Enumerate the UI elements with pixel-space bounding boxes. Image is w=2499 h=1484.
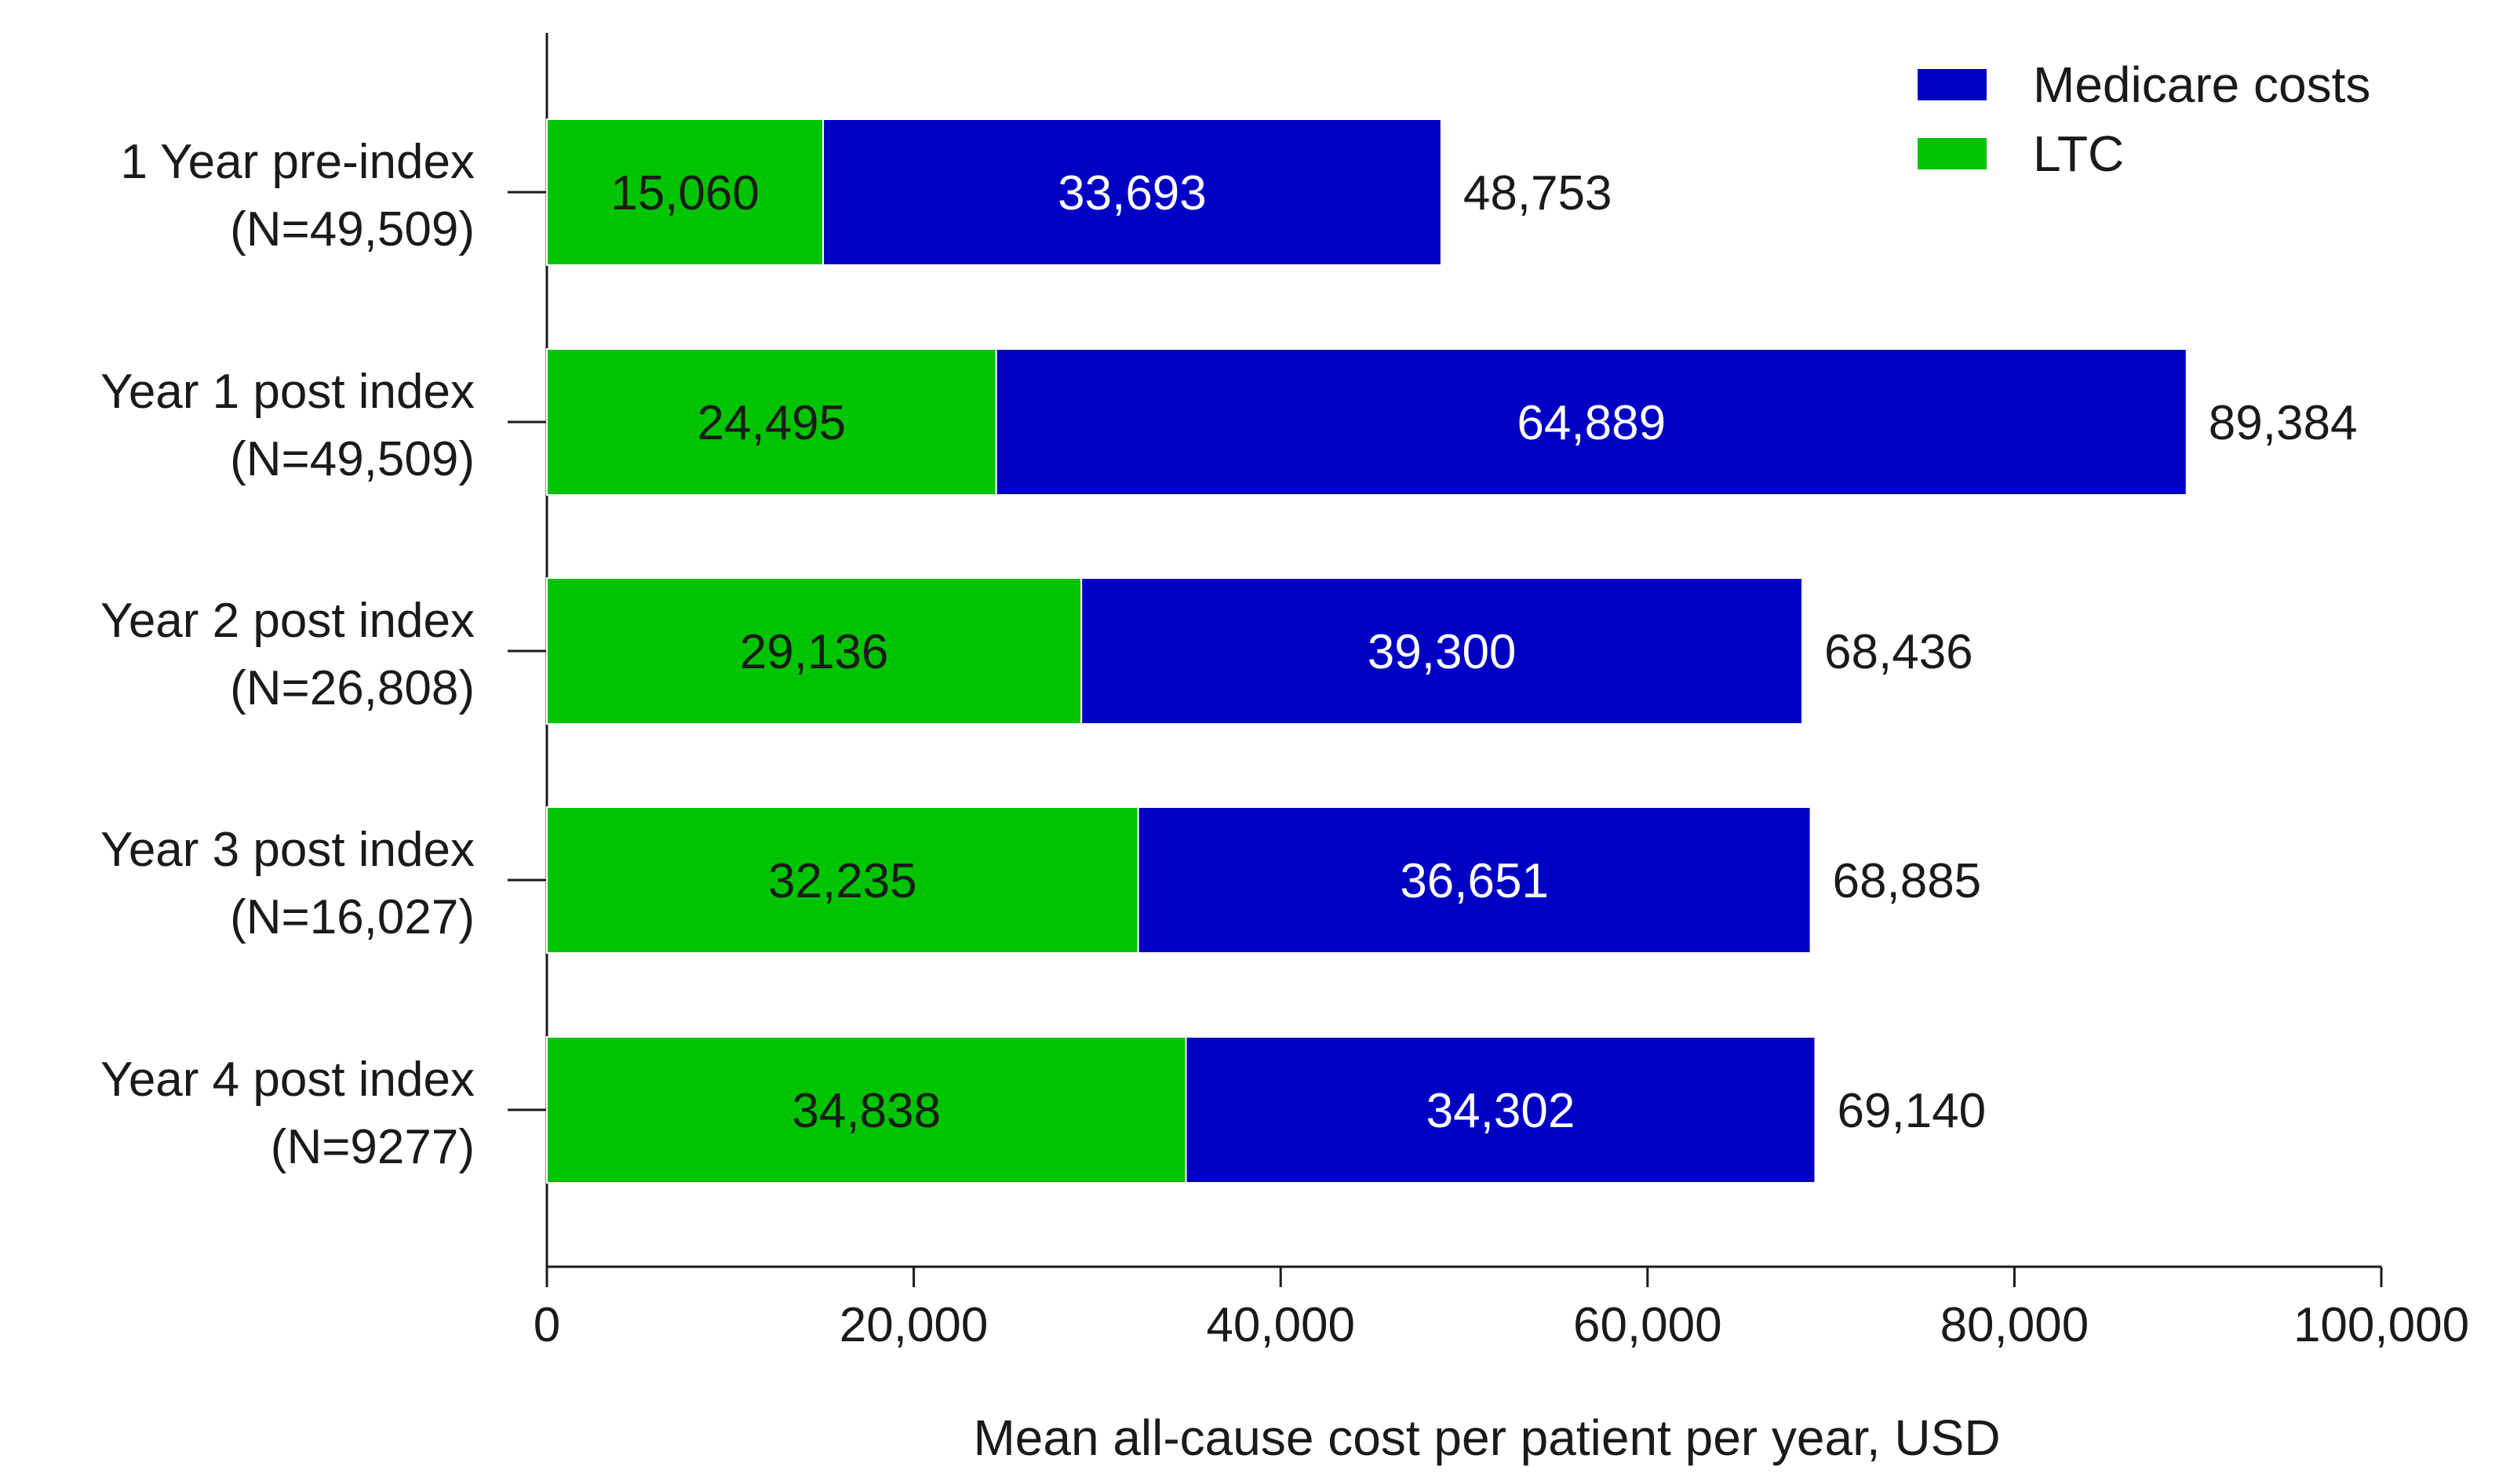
category-label: Year 3 post index (N=16,027) xyxy=(100,823,475,944)
bar-segment-medicare-costs xyxy=(822,118,1442,266)
segment-value-label: 29,136 xyxy=(740,625,889,679)
segment-value-label: 36,651 xyxy=(1400,854,1549,908)
segment-value-label: 32,235 xyxy=(768,854,917,908)
legend: Medicare costs LTC xyxy=(1918,56,2370,182)
bar-segment-ltc xyxy=(546,1036,1187,1184)
x-tick-label: 0 xyxy=(534,1298,560,1352)
category-label: 1 Year pre-index (N=49,509) xyxy=(120,135,475,256)
bar-segment-ltc xyxy=(546,118,825,266)
total-value-label: 68,885 xyxy=(1833,854,1982,908)
category-label: Year 1 post index (N=49,509) xyxy=(100,365,475,486)
axes: 0 20,000 40,000 60,000 80,000 100,000 xyxy=(508,33,2469,1352)
segment-value-label: 34,302 xyxy=(1426,1084,1576,1138)
category-label: Year 4 post index (N=9277) xyxy=(100,1053,475,1174)
segment-value-label: 39,300 xyxy=(1368,625,1517,679)
bar-segment-ltc xyxy=(546,806,1139,954)
segment-value-label: 64,889 xyxy=(1517,396,1666,450)
segment-value-label: 34,838 xyxy=(792,1084,941,1138)
segment-value-label: 33,693 xyxy=(1058,166,1207,220)
legend-label: Medicare costs xyxy=(2033,56,2370,113)
total-value-label: 89,384 xyxy=(2209,396,2358,450)
total-value-label: 68,436 xyxy=(1824,625,1973,679)
x-tick-label: 60,000 xyxy=(1573,1298,1722,1352)
x-tick-label: 20,000 xyxy=(840,1298,989,1352)
bar-segment-medicare-costs xyxy=(1185,1036,1816,1184)
x-tick-label: 80,000 xyxy=(1940,1298,2089,1352)
total-value-label: 48,753 xyxy=(1463,166,1612,220)
bar-segment-medicare-costs xyxy=(1080,577,1804,725)
legend-swatch xyxy=(1918,69,1987,100)
bars xyxy=(546,118,2188,1184)
bar-segment-ltc xyxy=(546,577,1083,725)
segment-value-label: 24,495 xyxy=(698,396,847,450)
bar-segment-medicare-costs xyxy=(1137,806,1812,954)
bar-segment-ltc xyxy=(546,348,997,496)
total-value-label: 69,140 xyxy=(1837,1084,1986,1138)
legend-label: LTC xyxy=(2033,125,2124,182)
category-label: Year 2 post index (N=26,808) xyxy=(100,594,475,715)
x-axis-title: Mean all-cause cost per patient per year… xyxy=(973,1409,2000,1466)
bar-segment-medicare-costs xyxy=(995,348,2188,496)
x-tick-label: 40,000 xyxy=(1206,1298,1355,1352)
legend-swatch xyxy=(1918,138,1987,169)
segment-value-label: 15,060 xyxy=(610,166,760,220)
labels: 1 Year pre-index (N=49,509) 15,060 33,693 48… xyxy=(100,135,2357,1174)
x-tick-label: 100,000 xyxy=(2293,1298,2469,1352)
